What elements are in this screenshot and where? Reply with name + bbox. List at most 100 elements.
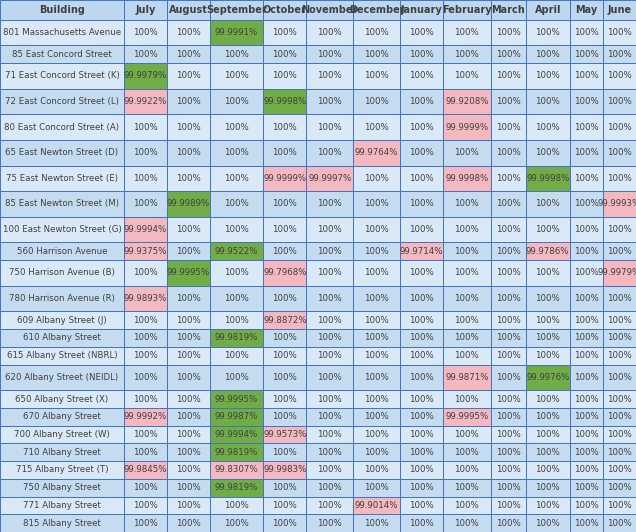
Bar bbox=[526, 89, 570, 114]
Text: 99.9819%: 99.9819% bbox=[215, 483, 258, 492]
Text: 99.9997%: 99.9997% bbox=[308, 174, 351, 183]
Text: 100%: 100% bbox=[496, 519, 521, 528]
Bar bbox=[307, 286, 353, 311]
Text: 99.9976%: 99.9976% bbox=[526, 373, 569, 382]
Bar bbox=[124, 286, 167, 311]
Text: 100%: 100% bbox=[272, 373, 297, 382]
Bar bbox=[0, 311, 124, 329]
Text: 100%: 100% bbox=[364, 247, 389, 256]
Bar bbox=[526, 191, 570, 217]
Text: 100%: 100% bbox=[224, 71, 249, 80]
Bar bbox=[603, 217, 636, 243]
Bar bbox=[443, 243, 490, 260]
Bar bbox=[167, 217, 210, 243]
Bar bbox=[0, 426, 124, 443]
Text: 99.9871%: 99.9871% bbox=[445, 373, 488, 382]
Bar bbox=[603, 45, 636, 63]
Bar bbox=[0, 20, 124, 45]
Bar bbox=[307, 140, 353, 165]
Text: 100%: 100% bbox=[364, 97, 389, 106]
Bar bbox=[526, 347, 570, 364]
Bar bbox=[124, 63, 167, 89]
Bar bbox=[263, 496, 307, 514]
Text: 100%: 100% bbox=[536, 294, 560, 303]
Text: 100%: 100% bbox=[536, 200, 560, 209]
Bar bbox=[490, 514, 526, 532]
Text: 99.9922%: 99.9922% bbox=[123, 97, 167, 106]
Text: 100%: 100% bbox=[176, 174, 200, 183]
Bar bbox=[526, 20, 570, 45]
Text: Building: Building bbox=[39, 5, 85, 15]
Text: 100%: 100% bbox=[454, 294, 479, 303]
Bar bbox=[210, 20, 263, 45]
Bar bbox=[167, 408, 210, 426]
Bar bbox=[570, 443, 603, 461]
Text: 100%: 100% bbox=[607, 412, 632, 421]
Bar bbox=[210, 479, 263, 496]
Text: 100%: 100% bbox=[454, 395, 479, 403]
Text: 100%: 100% bbox=[409, 49, 434, 59]
Bar bbox=[400, 311, 443, 329]
Bar bbox=[210, 217, 263, 243]
Text: 100%: 100% bbox=[574, 269, 598, 277]
Text: 100%: 100% bbox=[536, 395, 560, 403]
Text: 750 Harrison Avenue (B): 750 Harrison Avenue (B) bbox=[9, 269, 115, 277]
Bar bbox=[570, 514, 603, 532]
Text: 100%: 100% bbox=[409, 501, 434, 510]
Text: 670 Albany Street: 670 Albany Street bbox=[23, 412, 101, 421]
Bar bbox=[443, 0, 490, 20]
Text: 100%: 100% bbox=[224, 269, 249, 277]
Bar bbox=[0, 45, 124, 63]
Bar bbox=[263, 45, 307, 63]
Bar bbox=[307, 461, 353, 479]
Bar bbox=[490, 347, 526, 364]
Bar bbox=[603, 443, 636, 461]
Bar bbox=[307, 20, 353, 45]
Text: 100%: 100% bbox=[272, 334, 297, 343]
Text: 100%: 100% bbox=[536, 448, 560, 456]
Bar bbox=[526, 408, 570, 426]
Bar bbox=[570, 426, 603, 443]
Bar bbox=[124, 191, 167, 217]
Text: 715 Albany Street (T): 715 Albany Street (T) bbox=[16, 466, 108, 475]
Text: 100%: 100% bbox=[496, 501, 521, 510]
Bar bbox=[0, 408, 124, 426]
Bar bbox=[400, 260, 443, 286]
Text: 100%: 100% bbox=[176, 351, 200, 360]
Bar bbox=[263, 63, 307, 89]
Text: 100%: 100% bbox=[409, 466, 434, 475]
Text: 780 Harrison Avenue (R): 780 Harrison Avenue (R) bbox=[9, 294, 115, 303]
Text: 100%: 100% bbox=[409, 28, 434, 37]
Text: 100%: 100% bbox=[409, 200, 434, 209]
Bar bbox=[490, 191, 526, 217]
Bar bbox=[490, 329, 526, 347]
Bar bbox=[490, 243, 526, 260]
Text: 100%: 100% bbox=[133, 174, 158, 183]
Bar bbox=[353, 408, 400, 426]
Bar bbox=[167, 243, 210, 260]
Bar bbox=[0, 329, 124, 347]
Bar bbox=[353, 364, 400, 390]
Bar bbox=[526, 243, 570, 260]
Bar bbox=[307, 479, 353, 496]
Bar bbox=[443, 514, 490, 532]
Text: 100%: 100% bbox=[454, 225, 479, 234]
Bar bbox=[0, 347, 124, 364]
Bar bbox=[400, 479, 443, 496]
Bar bbox=[210, 114, 263, 140]
Text: 100%: 100% bbox=[317, 247, 342, 256]
Text: 99.9987%: 99.9987% bbox=[215, 412, 258, 421]
Bar bbox=[124, 390, 167, 408]
Bar bbox=[210, 347, 263, 364]
Bar bbox=[400, 89, 443, 114]
Bar bbox=[400, 390, 443, 408]
Text: December: December bbox=[349, 5, 404, 15]
Text: 100%: 100% bbox=[317, 501, 342, 510]
Bar bbox=[353, 479, 400, 496]
Bar bbox=[603, 408, 636, 426]
Text: September: September bbox=[206, 5, 267, 15]
Text: 100%: 100% bbox=[317, 28, 342, 37]
Bar bbox=[124, 311, 167, 329]
Text: 100%: 100% bbox=[454, 49, 479, 59]
Text: 100%: 100% bbox=[317, 373, 342, 382]
